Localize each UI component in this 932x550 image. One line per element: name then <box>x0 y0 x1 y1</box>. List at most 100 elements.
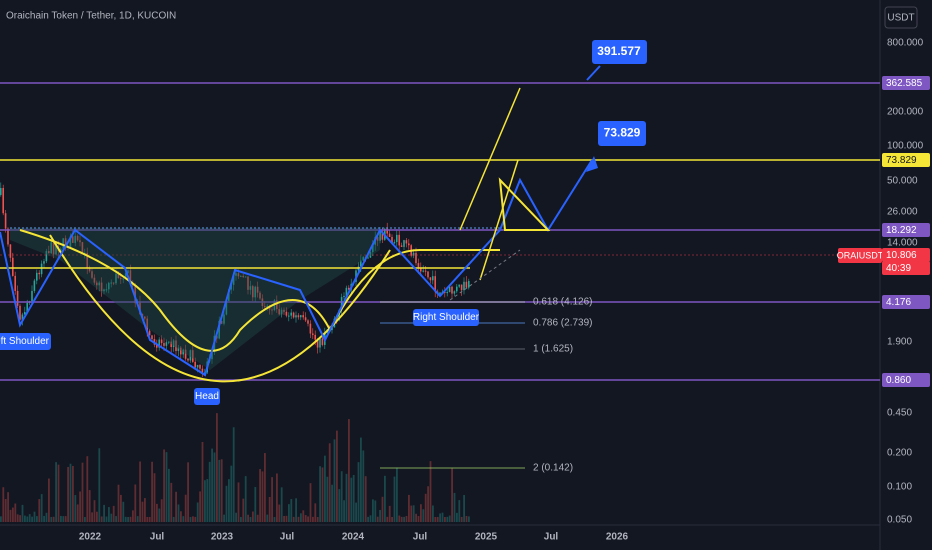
volume-bar <box>230 465 233 522</box>
volume-bar <box>283 515 285 522</box>
volume-bar <box>256 514 259 522</box>
volume-bar <box>165 452 168 522</box>
candle <box>235 273 237 276</box>
candle <box>252 286 254 298</box>
candle <box>360 260 362 267</box>
candle <box>218 320 220 339</box>
volume-bar <box>86 456 89 522</box>
volume-bar <box>278 504 281 522</box>
candle <box>21 314 24 320</box>
volume-bar <box>314 503 317 522</box>
candle <box>422 270 424 272</box>
volume-bar <box>427 486 429 522</box>
volume-bar <box>120 494 122 522</box>
volume-bar <box>60 515 62 522</box>
volume-bar <box>252 511 254 522</box>
candle <box>108 282 110 290</box>
time-label: 2024 <box>342 532 365 543</box>
volume-bar <box>396 467 398 522</box>
volume-bar <box>187 462 189 522</box>
volume-bar <box>259 469 261 522</box>
volume-bar <box>225 485 228 522</box>
volume-bar <box>0 516 2 522</box>
candle <box>45 251 48 262</box>
candle <box>38 272 40 275</box>
currency-button[interactable] <box>884 6 918 29</box>
volume-bar <box>352 474 355 522</box>
volume-bar <box>194 516 197 522</box>
candle <box>400 245 403 247</box>
volume-bar <box>110 513 113 522</box>
candle <box>297 315 300 318</box>
symbol-box <box>838 248 882 263</box>
currency-label[interactable]: USDT <box>887 13 914 24</box>
volume-bar <box>168 468 170 522</box>
candle <box>254 286 256 298</box>
price-tag-label: 73.829 <box>886 155 917 166</box>
candle <box>112 282 115 284</box>
candle <box>182 349 184 355</box>
volume-bar <box>444 516 446 522</box>
volume-bar <box>403 516 405 522</box>
price-tag-label: 4.176 <box>886 297 911 308</box>
candle <box>148 330 151 336</box>
candle <box>405 240 408 244</box>
candle <box>110 282 112 284</box>
volume-bar <box>31 516 33 522</box>
price-label: 0.200 <box>887 448 912 459</box>
candle <box>76 235 79 241</box>
candle <box>463 281 465 291</box>
volume-bar <box>412 505 415 522</box>
price-label: 50.000 <box>887 176 918 187</box>
volume-bar <box>451 468 453 522</box>
candle <box>40 263 43 275</box>
candle <box>127 270 129 274</box>
candle <box>144 316 146 319</box>
candle <box>314 334 316 340</box>
candle <box>309 323 312 334</box>
time-label: 2023 <box>211 532 234 543</box>
candle <box>103 289 105 292</box>
candle <box>60 248 62 252</box>
candle <box>187 358 189 361</box>
candle <box>468 280 470 288</box>
volume-bar <box>177 504 180 522</box>
candle <box>192 350 194 362</box>
candle <box>249 286 252 290</box>
cup-curve <box>49 234 391 383</box>
volume-bar <box>290 499 293 522</box>
candle <box>91 271 93 278</box>
volume-bar <box>189 516 192 522</box>
candle <box>48 251 50 254</box>
candle <box>86 252 88 269</box>
volume-bar <box>300 513 302 522</box>
candle <box>220 320 223 324</box>
volume-bar <box>81 462 84 522</box>
volume-bar <box>112 505 115 522</box>
candle <box>381 231 384 240</box>
price-tag-label: 0.860 <box>886 375 911 386</box>
volume-bar <box>201 441 204 522</box>
candle <box>393 242 396 244</box>
volume-bar <box>372 499 374 522</box>
volume-bar <box>28 514 31 522</box>
price-tag <box>882 248 930 262</box>
candle <box>50 242 52 254</box>
volume-bar <box>422 509 425 522</box>
candle <box>117 273 120 279</box>
volume-bar <box>124 516 127 522</box>
candle <box>398 234 400 246</box>
pattern-label: Right Shoulder <box>413 312 480 323</box>
price-tag <box>882 261 930 275</box>
candle <box>225 300 228 315</box>
volume-bar <box>228 479 230 522</box>
candle <box>372 244 374 253</box>
price-tag-label: 40:39 <box>886 263 911 274</box>
volume-bar <box>9 509 12 522</box>
candle <box>242 275 244 277</box>
candle <box>283 309 285 312</box>
volume-bar <box>16 514 19 522</box>
volume-bar <box>429 461 432 522</box>
volume-bar <box>333 439 336 522</box>
candle <box>240 275 242 277</box>
